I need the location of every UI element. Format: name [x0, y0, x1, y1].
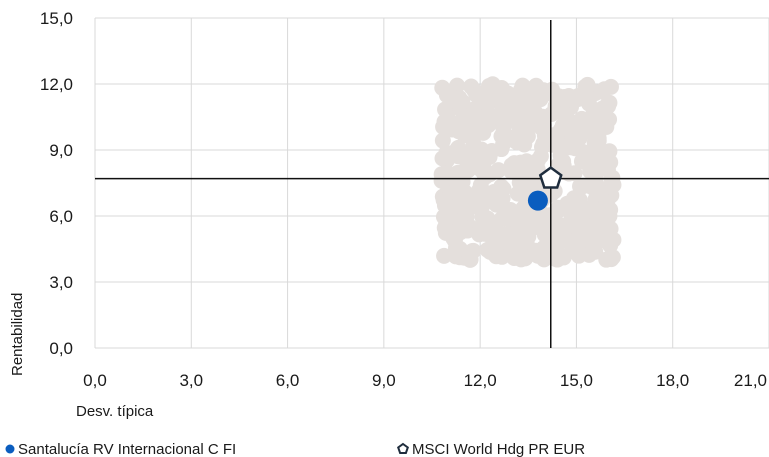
peer-point [554, 117, 571, 134]
peer-point [535, 240, 552, 257]
point-index [538, 166, 563, 189]
peer-point [477, 147, 494, 164]
y-tick-label: 9,0 [49, 141, 73, 160]
peer-point [517, 233, 534, 250]
peer-point [598, 194, 615, 211]
peer-point [449, 77, 466, 94]
peer-point [487, 241, 504, 258]
peer-point [465, 242, 482, 259]
peer-point [570, 87, 587, 104]
peer-point [437, 192, 454, 209]
peer-point [556, 89, 573, 106]
peer-point [480, 110, 497, 127]
peer-point [468, 87, 485, 104]
y-tick-label: 6,0 [49, 207, 73, 226]
peer-point [488, 196, 505, 213]
peer-point [467, 193, 484, 210]
y-tick-label: 3,0 [49, 273, 73, 292]
legend: Santalucía RV Internacional C FI MSCI Wo… [5, 441, 585, 457]
peer-point [458, 159, 475, 176]
x-tick-label: 0,0 [83, 371, 107, 390]
peer-point [573, 153, 590, 170]
crosshair [95, 20, 769, 348]
peer-point [481, 78, 498, 95]
x-tick-label: 12,0 [464, 371, 497, 390]
peer-point [517, 250, 534, 267]
peer-point [495, 180, 512, 197]
peer-point [465, 101, 482, 118]
x-tick-label: 9,0 [372, 371, 396, 390]
x-tick-label: 18,0 [656, 371, 689, 390]
legend-item-fund: Santalucía RV Internacional C FI [18, 441, 236, 457]
peer-point [434, 150, 451, 167]
peer-point [497, 105, 514, 122]
data-points [527, 166, 563, 211]
peer-point [580, 246, 597, 263]
peer-point [434, 132, 451, 149]
peer-point [535, 117, 552, 134]
peer-point [437, 101, 454, 118]
y-tick-label: 0,0 [49, 339, 73, 358]
peer-point [600, 233, 617, 250]
peer-point [566, 135, 583, 152]
peer-cloud [433, 76, 622, 268]
peer-point [548, 251, 565, 268]
peer-point [576, 177, 593, 194]
peer-point [472, 177, 489, 194]
peer-point [567, 115, 584, 132]
peer-point [601, 208, 618, 225]
peer-point [436, 247, 453, 264]
grid [94, 17, 769, 349]
y-tick-label: 15,0 [40, 9, 73, 28]
peer-point [473, 162, 490, 179]
peer-point [604, 169, 621, 186]
x-axis-label: Desv. típica [76, 403, 154, 420]
point-fund [527, 190, 548, 211]
peer-point [480, 220, 497, 237]
peer-point [438, 87, 455, 104]
peer-point [446, 232, 463, 249]
x-tick-label: 6,0 [276, 371, 300, 390]
peer-point [532, 87, 549, 104]
peer-point [555, 153, 572, 170]
peer-point [604, 249, 621, 266]
peer-point [460, 146, 477, 163]
peer-point [601, 143, 618, 160]
legend-marker-pentagon [397, 442, 409, 454]
x-tick-label: 21,0 [734, 371, 767, 390]
peer-point [456, 220, 473, 237]
y-tick-label: 12,0 [40, 75, 73, 94]
peer-point [533, 218, 550, 235]
peer-point [579, 202, 596, 219]
peer-point [561, 165, 578, 182]
peer-point [536, 251, 553, 268]
peer-point [565, 190, 582, 207]
tick-labels: 0,0 3,0 6,0 9,0 12,0 15,0 18,0 21,0 0,0 3,0 6,0 9,0… [40, 9, 767, 390]
peer-point [595, 117, 612, 134]
x-tick-label: 3,0 [179, 371, 203, 390]
peer-point [490, 162, 507, 179]
x-tick-label: 15,0 [560, 371, 593, 390]
y-axis-label: Rentabilidad [9, 293, 26, 376]
peer-point [516, 125, 533, 142]
peer-point [517, 94, 534, 111]
peer-point [451, 89, 468, 106]
legend-marker-circle [5, 444, 15, 454]
peer-point [586, 229, 603, 246]
legend-item-index: MSCI World Hdg PR EUR [412, 441, 585, 457]
peer-point [520, 161, 537, 178]
peer-point [593, 83, 610, 100]
peer-point [560, 232, 577, 249]
peer-point [498, 206, 515, 223]
peer-point [503, 157, 520, 174]
peer-point [457, 184, 474, 201]
peer-point [449, 121, 466, 138]
peer-point [586, 145, 603, 162]
peer-point [598, 97, 615, 114]
